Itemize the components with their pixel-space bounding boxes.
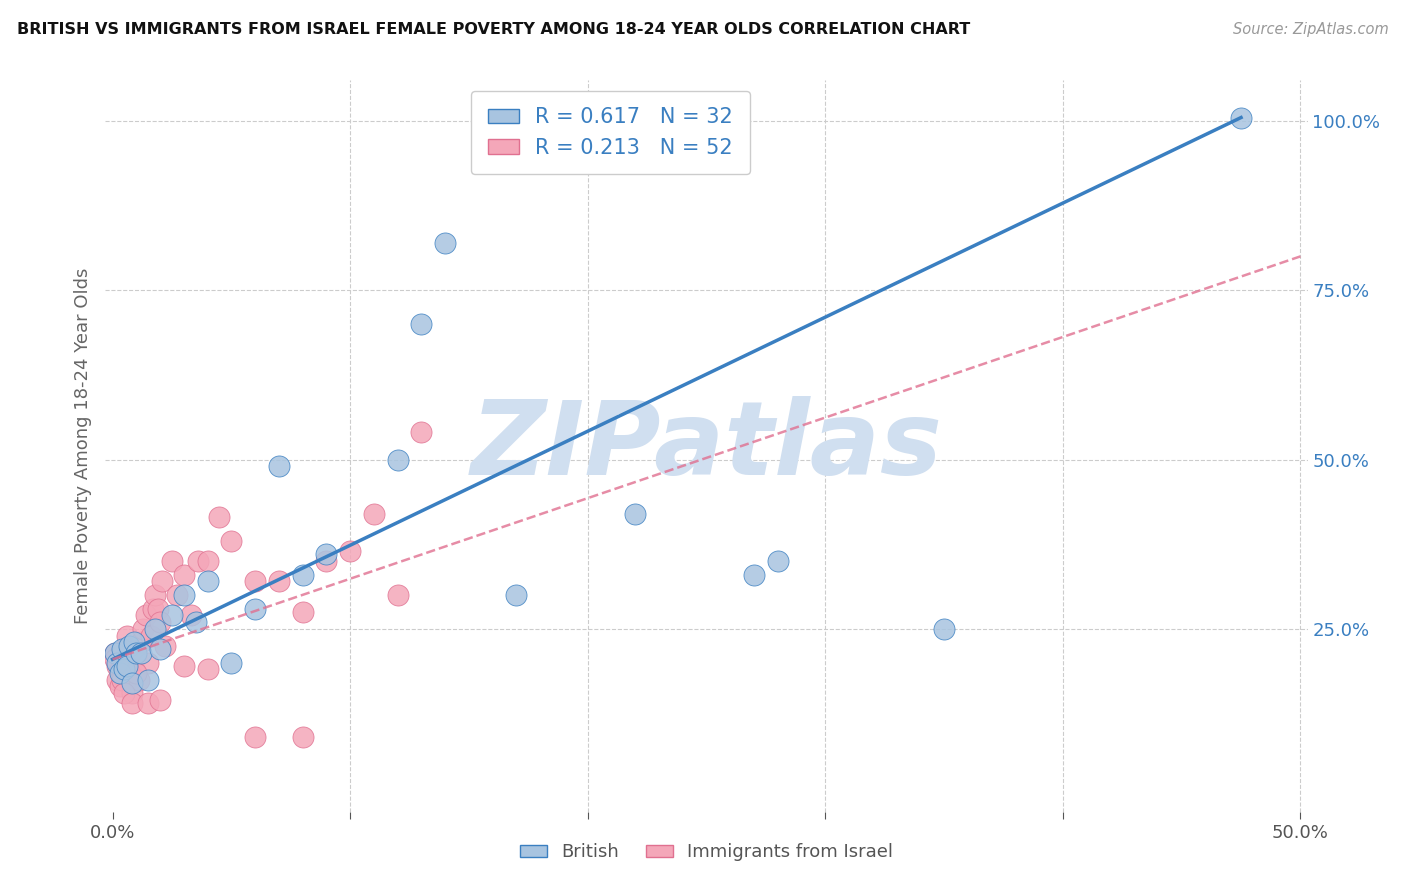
Point bbox=[149, 693, 172, 707]
Point bbox=[153, 639, 176, 653]
Point bbox=[434, 235, 457, 250]
Point bbox=[114, 663, 136, 677]
Y-axis label: Female Poverty Among 18-24 Year Olds: Female Poverty Among 18-24 Year Olds bbox=[73, 268, 91, 624]
Point bbox=[149, 642, 172, 657]
Point bbox=[136, 697, 159, 711]
Point bbox=[143, 588, 166, 602]
Point bbox=[184, 615, 207, 629]
Point bbox=[128, 673, 150, 687]
Point bbox=[114, 686, 136, 700]
Point bbox=[267, 574, 290, 589]
Point bbox=[243, 601, 266, 615]
Point bbox=[108, 663, 131, 677]
Point bbox=[104, 646, 127, 660]
Point bbox=[114, 642, 136, 657]
Point bbox=[173, 659, 195, 673]
Point bbox=[129, 646, 152, 660]
Point bbox=[173, 588, 195, 602]
Point bbox=[197, 663, 219, 677]
Point bbox=[104, 646, 127, 660]
Text: Source: ZipAtlas.com: Source: ZipAtlas.com bbox=[1233, 22, 1389, 37]
Point bbox=[180, 608, 202, 623]
Point bbox=[766, 554, 789, 568]
Point bbox=[291, 730, 314, 744]
Legend: British, Immigrants from Israel: British, Immigrants from Israel bbox=[512, 836, 901, 869]
Point bbox=[129, 635, 152, 649]
Point bbox=[121, 697, 143, 711]
Point bbox=[1230, 111, 1253, 125]
Point bbox=[114, 656, 136, 670]
Point bbox=[315, 547, 337, 561]
Point bbox=[173, 567, 195, 582]
Text: BRITISH VS IMMIGRANTS FROM ISRAEL FEMALE POVERTY AMONG 18-24 YEAR OLDS CORRELATI: BRITISH VS IMMIGRANTS FROM ISRAEL FEMALE… bbox=[17, 22, 970, 37]
Point bbox=[291, 605, 314, 619]
Point bbox=[108, 665, 131, 680]
Point bbox=[742, 567, 765, 582]
Point bbox=[105, 659, 128, 673]
Point bbox=[221, 656, 243, 670]
Point bbox=[105, 673, 128, 687]
Point bbox=[221, 533, 243, 548]
Point bbox=[143, 622, 166, 636]
Point bbox=[387, 588, 409, 602]
Point bbox=[132, 622, 155, 636]
Point bbox=[121, 686, 143, 700]
Point bbox=[363, 507, 385, 521]
Point bbox=[125, 648, 148, 663]
Point bbox=[932, 622, 955, 636]
Point bbox=[197, 554, 219, 568]
Point bbox=[142, 601, 165, 615]
Point bbox=[243, 574, 266, 589]
Point bbox=[411, 317, 433, 331]
Point bbox=[160, 608, 183, 623]
Point bbox=[146, 601, 169, 615]
Point bbox=[267, 459, 290, 474]
Point bbox=[411, 425, 433, 440]
Point bbox=[122, 635, 145, 649]
Point bbox=[139, 629, 162, 643]
Point bbox=[121, 676, 143, 690]
Text: ZIPatlas: ZIPatlas bbox=[471, 395, 942, 497]
Point bbox=[505, 588, 527, 602]
Point bbox=[160, 554, 183, 568]
Point bbox=[187, 554, 209, 568]
Point bbox=[149, 615, 172, 629]
Point bbox=[111, 669, 134, 683]
Point bbox=[243, 730, 266, 744]
Point bbox=[111, 642, 134, 657]
Point bbox=[105, 656, 128, 670]
Point bbox=[115, 659, 138, 673]
Point bbox=[197, 574, 219, 589]
Point bbox=[208, 510, 231, 524]
Point bbox=[387, 452, 409, 467]
Point bbox=[291, 567, 314, 582]
Point bbox=[122, 663, 145, 677]
Point bbox=[339, 544, 361, 558]
Point bbox=[166, 588, 188, 602]
Point bbox=[111, 673, 134, 687]
Point bbox=[315, 554, 337, 568]
Point bbox=[115, 629, 138, 643]
Point bbox=[136, 656, 159, 670]
Point bbox=[152, 574, 174, 589]
Point bbox=[118, 642, 141, 657]
Point bbox=[125, 646, 148, 660]
Point bbox=[104, 652, 127, 666]
Point bbox=[624, 507, 647, 521]
Point bbox=[118, 639, 141, 653]
Point bbox=[108, 680, 131, 694]
Point bbox=[125, 665, 148, 680]
Point bbox=[136, 673, 159, 687]
Point bbox=[135, 608, 157, 623]
